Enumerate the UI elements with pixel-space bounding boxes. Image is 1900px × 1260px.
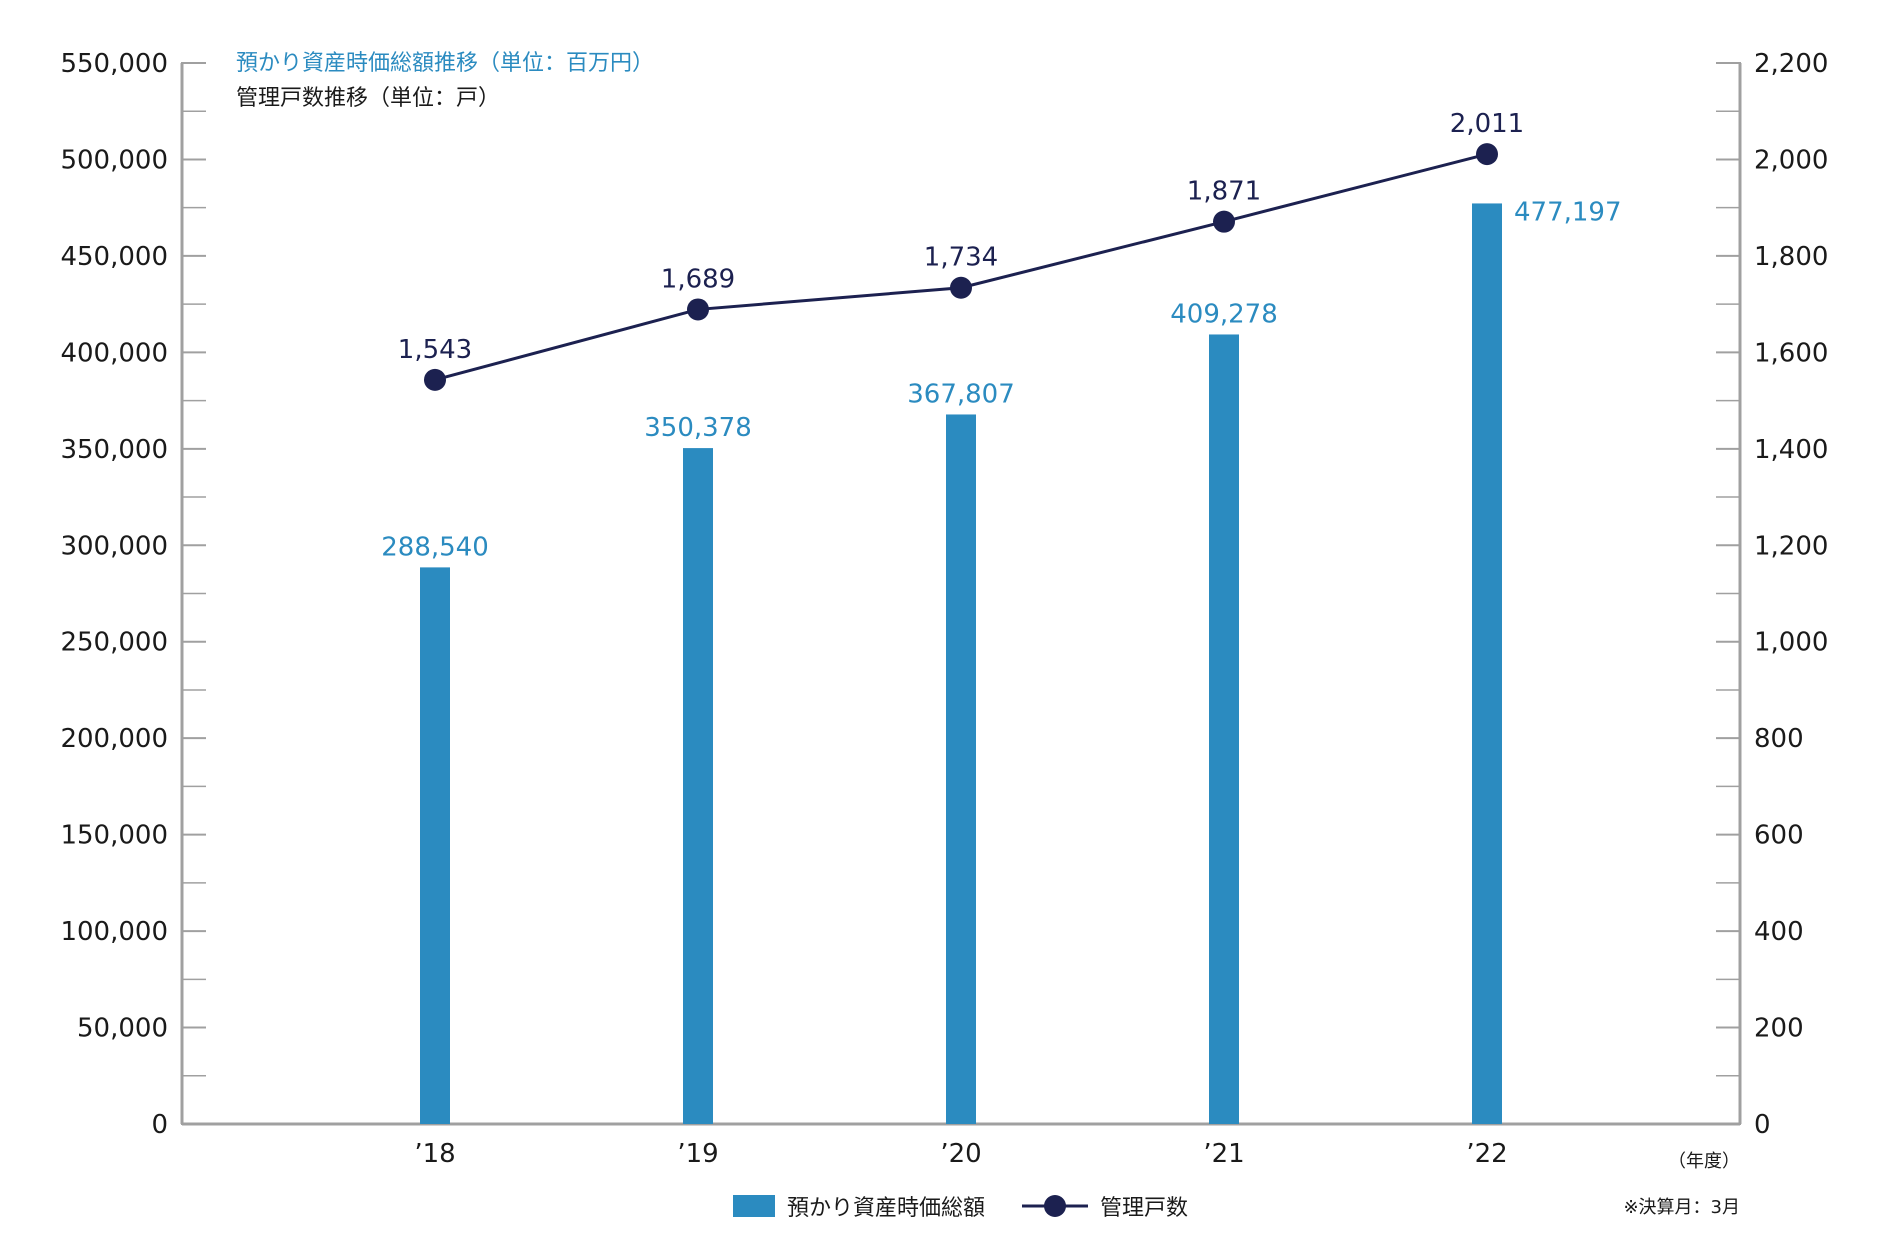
x-tick-label: ’20 — [940, 1139, 981, 1169]
legend-line-label: 管理戸数 — [1100, 1196, 1188, 1221]
right-tick-label: 1,200 — [1754, 531, 1828, 561]
left-tick-label: 100,000 — [60, 917, 168, 947]
right-tick-label: 200 — [1754, 1014, 1804, 1044]
line-value-label: 1,689 — [661, 264, 735, 294]
x-axis-unit: （年度） — [1668, 1151, 1740, 1172]
right-tick-label: 400 — [1754, 917, 1804, 947]
line-series — [424, 143, 1498, 391]
legend: 預かり資産時価総額 管理戸数 — [733, 1195, 1188, 1221]
bar-value-label: 477,197 — [1514, 197, 1622, 227]
right-tick-label: 600 — [1754, 821, 1804, 851]
data-labels: 288,540 350,378 367,807 409,278 477,197 1,543… — [381, 109, 1621, 562]
line-value-label: 1,871 — [1187, 177, 1261, 207]
left-tick-label: 350,000 — [60, 435, 168, 465]
line-series-title: 管理戸数推移（単位：戸） — [236, 86, 500, 111]
bar-value-label: 409,278 — [1170, 299, 1278, 329]
line-marker — [950, 276, 972, 299]
right-tick-label: 1,400 — [1754, 435, 1828, 465]
left-tick-label: 500,000 — [60, 145, 168, 175]
bar-value-label: 367,807 — [907, 379, 1015, 409]
line-value-label: 2,011 — [1450, 109, 1524, 139]
left-tick-label: 150,000 — [60, 821, 168, 851]
right-tick-label: 2,000 — [1754, 145, 1828, 175]
right-tick-label: 800 — [1754, 724, 1804, 754]
line-value-label: 1,734 — [924, 243, 998, 273]
bar — [946, 414, 976, 1124]
left-tick-label: 0 — [151, 1110, 168, 1140]
bar — [420, 567, 450, 1124]
line-value-label: 1,543 — [398, 335, 472, 365]
line-marker — [1213, 210, 1235, 233]
bar — [1472, 203, 1502, 1124]
left-tick-label: 450,000 — [60, 242, 168, 272]
legend-bar-swatch — [733, 1195, 775, 1217]
x-tick-label: ’18 — [414, 1139, 455, 1169]
bar — [1209, 334, 1239, 1124]
x-tick-label: ’21 — [1203, 1139, 1244, 1169]
fiscal-note: ※決算月：3月 — [1623, 1197, 1740, 1218]
bar-value-label: 350,378 — [644, 413, 752, 443]
left-tick-label: 550,000 — [60, 49, 168, 79]
bar-series-title: 預かり資産時価総額推移（単位：百万円） — [236, 51, 654, 76]
right-tick-label: 0 — [1754, 1110, 1771, 1140]
left-tick-label: 50,000 — [77, 1014, 168, 1044]
legend-bar-label: 預かり資産時価総額 — [787, 1196, 985, 1221]
x-tick-label: ’19 — [677, 1139, 718, 1169]
left-tick-label: 200,000 — [60, 724, 168, 754]
legend-line-marker — [1044, 1195, 1066, 1217]
left-tick-label: 300,000 — [60, 531, 168, 561]
left-tick-label: 250,000 — [60, 628, 168, 658]
left-tick-label: 400,000 — [60, 338, 168, 368]
bar-series — [420, 203, 1502, 1124]
right-tick-label: 1,600 — [1754, 338, 1828, 368]
x-tick-label: ’22 — [1466, 1139, 1507, 1169]
bar — [683, 448, 713, 1124]
right-tick-label: 1,800 — [1754, 242, 1828, 272]
right-tick-label: 1,000 — [1754, 628, 1828, 658]
line-marker — [424, 368, 446, 391]
axes: 0 50,000 100,000 150,000 200,000 250,000 300,0… — [60, 49, 1828, 1169]
bar-value-label: 288,540 — [381, 532, 489, 562]
line-marker — [687, 298, 709, 321]
line-marker — [1476, 143, 1498, 166]
right-tick-label: 2,200 — [1754, 49, 1828, 79]
